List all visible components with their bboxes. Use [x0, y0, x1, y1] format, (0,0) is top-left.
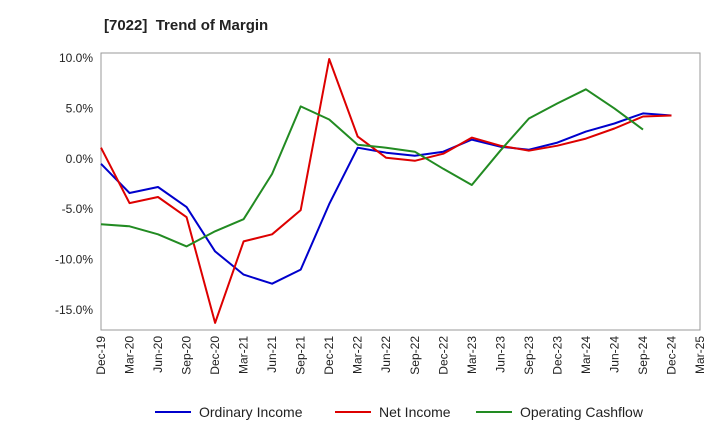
x-tick-label: Sep-20 — [180, 336, 194, 375]
legend-label-ordinary-income: Ordinary Income — [199, 404, 303, 420]
legend-item-operating-cashflow: Operating Cashflow — [476, 404, 643, 420]
x-tick-label: Mar-20 — [123, 336, 137, 374]
x-tick-label: Dec-23 — [550, 336, 564, 375]
series-line-operating-cashflow — [100, 88, 644, 248]
chart-title: [7022] Trend of Margin — [104, 17, 269, 34]
legend-label-net-income: Net Income — [379, 404, 451, 420]
x-tick-label: Mar-23 — [465, 336, 479, 374]
x-tick-label: Sep-21 — [294, 336, 308, 375]
legend-item-net-income: Net Income — [335, 404, 451, 420]
x-tick-label: Sep-22 — [408, 336, 422, 375]
legend: Ordinary Income Net Income Operating Cas… — [0, 404, 720, 426]
x-tick-label: Mar-25 — [693, 336, 707, 374]
label-layer: Dec-19 Mar-20 Jun-20 Sep-20 Dec-20 Mar-21 Jun-… — [55, 51, 707, 375]
x-tick-label: Dec-19 — [94, 336, 108, 375]
x-tick-label: Dec-22 — [436, 336, 450, 375]
series-line-ordinary-income — [100, 112, 672, 285]
y-tick-label: 10.0% — [59, 51, 93, 65]
y-tick-label: -10.0% — [55, 252, 93, 266]
x-tick-label: Jun-24 — [607, 336, 621, 373]
legend-swatch-operating-cashflow — [476, 411, 512, 413]
legend-item-ordinary-income: Ordinary Income — [155, 404, 302, 420]
x-tick-label: Mar-24 — [579, 336, 593, 374]
series-line-net-income — [100, 58, 672, 324]
x-tick-label: Sep-24 — [636, 336, 650, 375]
chart-plot: Dec-19 Mar-20 Jun-20 Sep-20 Dec-20 Mar-21 Jun-… — [55, 51, 707, 375]
x-tick-label: Mar-22 — [351, 336, 365, 374]
legend-swatch-ordinary-income — [155, 411, 191, 413]
x-tick-label: Dec-21 — [322, 336, 336, 375]
plot-frame — [100, 52, 701, 331]
x-tick-label: Jun-21 — [265, 336, 279, 373]
x-tick-label: Jun-20 — [151, 336, 165, 373]
legend-swatch-net-income — [335, 411, 371, 413]
legend-label-operating-cashflow: Operating Cashflow — [520, 404, 643, 420]
y-tick-label: 0.0% — [66, 152, 94, 166]
x-tick-label: Mar-21 — [237, 336, 251, 374]
axis-layer — [100, 52, 701, 331]
x-tick-label: Jun-23 — [493, 336, 507, 373]
x-tick-label: Sep-23 — [522, 336, 536, 375]
y-tick-label: -15.0% — [55, 303, 93, 317]
x-tick-label: Dec-24 — [664, 336, 678, 375]
series-layer — [100, 58, 672, 324]
y-tick-label: -5.0% — [62, 202, 94, 216]
x-tick-label: Dec-20 — [208, 336, 222, 375]
y-tick-label: 5.0% — [66, 101, 94, 115]
x-tick-label: Jun-22 — [379, 336, 393, 373]
